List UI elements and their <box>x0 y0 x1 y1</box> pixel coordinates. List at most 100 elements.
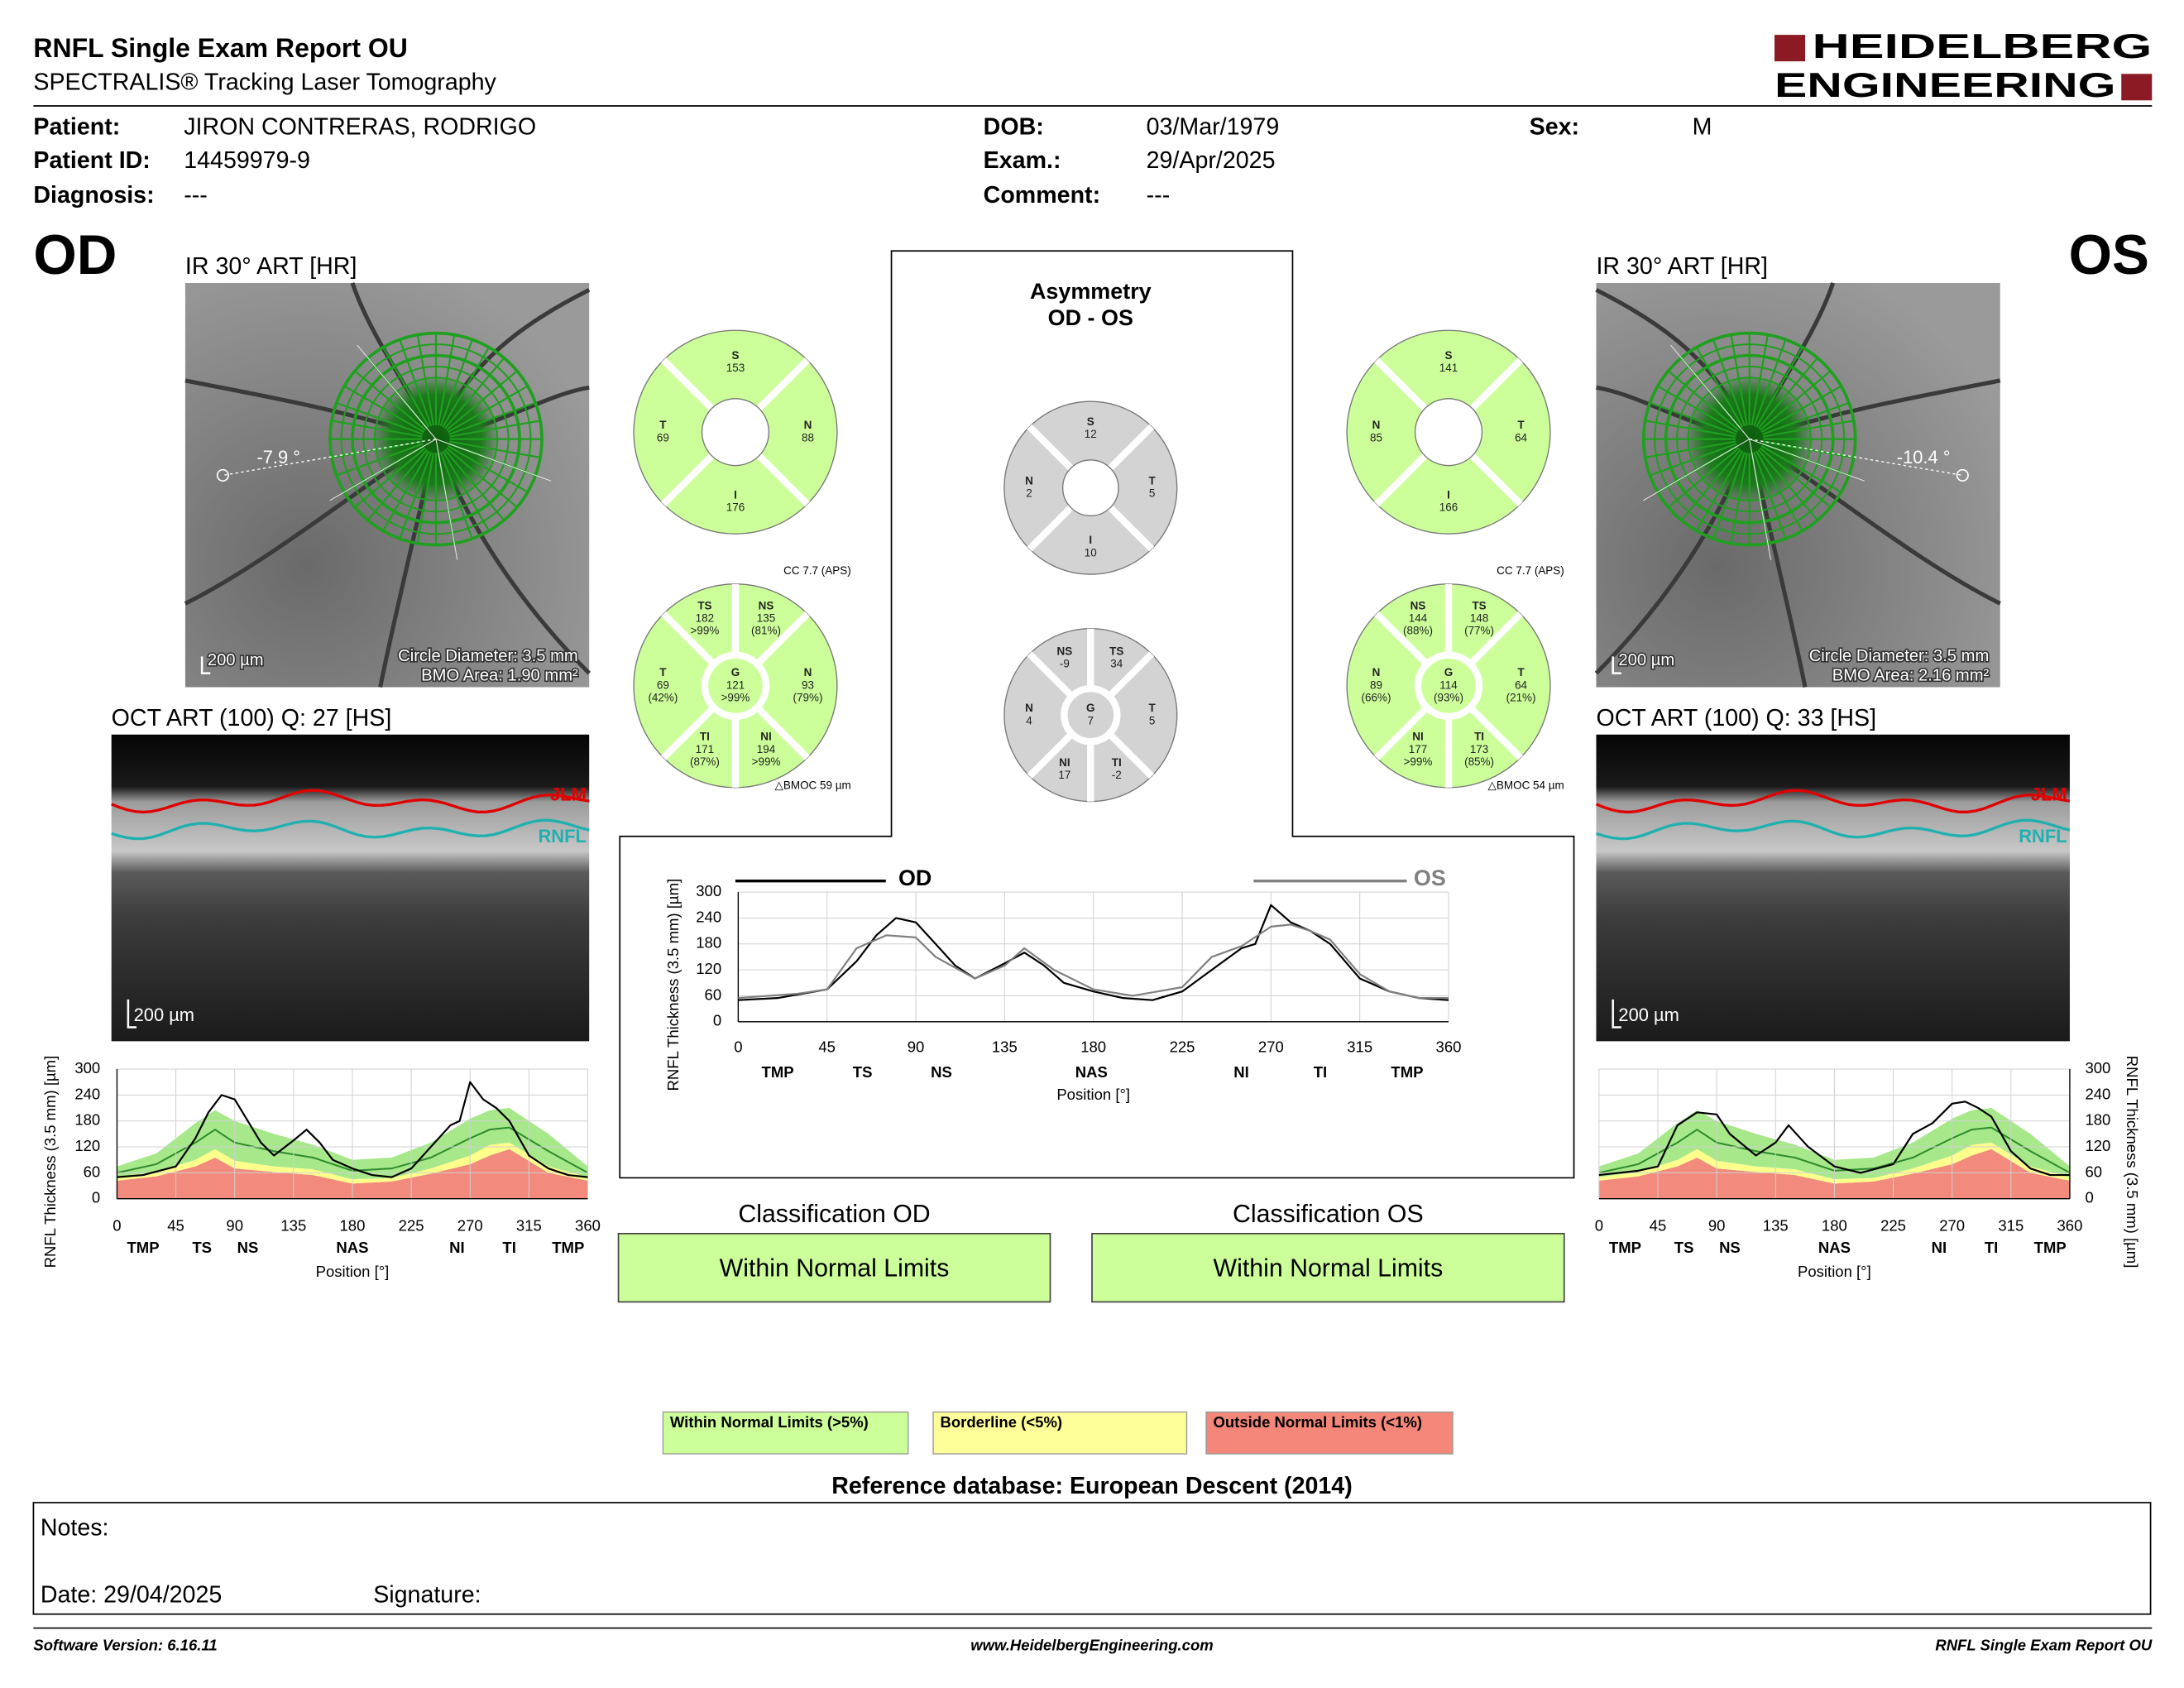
scan-spoke <box>443 357 505 429</box>
sector-pct: >99% <box>752 755 781 768</box>
image-title: OCT ART (100) Q: 33 [HS] <box>1596 705 1876 731</box>
sector-tick-label: NI <box>449 1239 465 1256</box>
jlm-line <box>111 789 590 814</box>
sector-value: 93 <box>802 679 814 691</box>
sector-tick-label: TMP <box>552 1239 584 1256</box>
scan-spoke <box>443 448 505 521</box>
scan-spoke <box>1650 401 1737 435</box>
y-tick-label: 60 <box>2085 1163 2102 1180</box>
sector-value: 5 <box>1149 487 1155 500</box>
circle-diameter: Circle Diameter: 3.5 mm <box>1809 647 1990 665</box>
field-value: M <box>1693 114 1712 141</box>
scan-spoke <box>343 385 424 434</box>
image-title: OCT ART (100) Q: 27 [HS] <box>112 705 392 731</box>
sector-label: NI <box>760 731 771 743</box>
y-tick-label: 300 <box>696 882 721 899</box>
scan-spoke <box>1680 448 1741 521</box>
scan-spoke <box>1695 450 1744 532</box>
sector-tick-label: NAS <box>1818 1239 1851 1256</box>
sector-divider <box>756 357 810 411</box>
sector-value: 182 <box>696 612 714 625</box>
sector-value: 89 <box>1370 679 1382 691</box>
sector-label: TI <box>700 731 710 743</box>
sector-label: T <box>659 666 667 679</box>
rnfl-label: RNFL <box>2019 826 2067 846</box>
sector-divider <box>1469 357 1523 411</box>
scan-spoke <box>1755 450 1803 532</box>
thickness-line <box>1598 1101 2070 1177</box>
sector-value: 64 <box>1515 679 1527 691</box>
sector-label: G <box>731 666 740 679</box>
center-sector <box>701 651 770 721</box>
jlm-label: JLM <box>2031 784 2067 805</box>
center-hole <box>1061 459 1119 516</box>
sector-label: T <box>1149 475 1157 487</box>
x-tick-label: 225 <box>399 1216 424 1234</box>
scan-spoke <box>354 370 426 431</box>
bmo-area: BMO Area: 1.90 mm² <box>421 666 578 684</box>
scan-spoke <box>1751 334 1769 426</box>
sector-tick-label: TMP <box>2034 1239 2067 1256</box>
scan-spoke <box>1712 452 1746 539</box>
field-value: 14459979-9 <box>184 147 310 174</box>
sector-tick-label: TS <box>853 1063 873 1081</box>
scale-bar <box>200 656 211 674</box>
scan-spoke <box>1712 338 1746 427</box>
scan-line <box>435 439 552 482</box>
sector-label: TS <box>1472 599 1486 611</box>
rnfl-line <box>111 818 590 841</box>
eye-label: OD <box>33 224 117 286</box>
x-tick-label: 135 <box>1763 1216 1789 1234</box>
sector-tick-label: NS <box>1719 1239 1741 1256</box>
field-label: DOB: <box>984 114 1044 141</box>
scan-spoke <box>1753 452 1787 539</box>
sector-divider <box>1027 505 1074 552</box>
scan-spoke <box>1757 448 1818 521</box>
sector-value: 166 <box>1439 501 1458 514</box>
x-tick-label: 315 <box>516 1216 542 1234</box>
scale-label: 200 µm <box>134 1005 194 1025</box>
scan-spoke <box>442 450 490 532</box>
oct-image <box>1596 734 2070 1042</box>
y-tick-label: 240 <box>74 1085 100 1102</box>
sector-tick-label: NAS <box>1075 1063 1108 1081</box>
sector-value: 88 <box>802 431 814 444</box>
x-tick-label: 225 <box>1170 1038 1195 1056</box>
legend-label: OD <box>898 866 932 890</box>
sector-value: 114 <box>1439 679 1458 691</box>
fundus-image <box>184 282 590 688</box>
sector-divider <box>661 611 716 667</box>
sector-divider <box>1108 505 1155 552</box>
scan-spoke <box>382 347 430 428</box>
footer-text: RNFL Single Exam Report OU <box>1935 1636 2153 1653</box>
sector-label: N <box>1372 666 1381 679</box>
scan-spoke <box>1667 447 1740 508</box>
angle-label: -7.9 ° <box>256 447 300 468</box>
sector-label: N <box>804 666 812 679</box>
angle-line <box>1749 438 1963 477</box>
x-tick-label: 0 <box>113 1216 121 1234</box>
sector-divider <box>1374 705 1430 760</box>
scan-spoke <box>448 385 529 434</box>
center-hole <box>1414 398 1483 467</box>
scale-bar <box>127 999 136 1029</box>
scan-spoke <box>439 338 473 427</box>
legend-text: Within Normal Limits (>5%) <box>670 1413 869 1431</box>
x-tick-label: 90 <box>908 1038 925 1056</box>
notes-date: Date: 29/04/2025 <box>41 1581 222 1608</box>
x-tick-label: 270 <box>457 1216 483 1234</box>
sector-value: 177 <box>1409 743 1427 755</box>
sector-value: 171 <box>696 743 714 755</box>
sector-pct: (93%) <box>1434 692 1463 704</box>
y-axis-title: RNFL Thickness (3.5 mm) [µm] <box>664 879 682 1091</box>
x-tick-label: 0 <box>1595 1216 1603 1234</box>
sector-value: 2 <box>1026 487 1032 500</box>
y-tick-label: 180 <box>696 934 721 952</box>
scan-spoke <box>382 450 430 532</box>
scan-spoke <box>1760 385 1842 434</box>
jlm-label: JLM <box>550 784 587 805</box>
scan-spoke <box>1657 385 1738 434</box>
sector-value: 69 <box>657 431 669 444</box>
scan-spoke <box>442 347 490 428</box>
sector-tick-label: TI <box>1314 1063 1327 1081</box>
